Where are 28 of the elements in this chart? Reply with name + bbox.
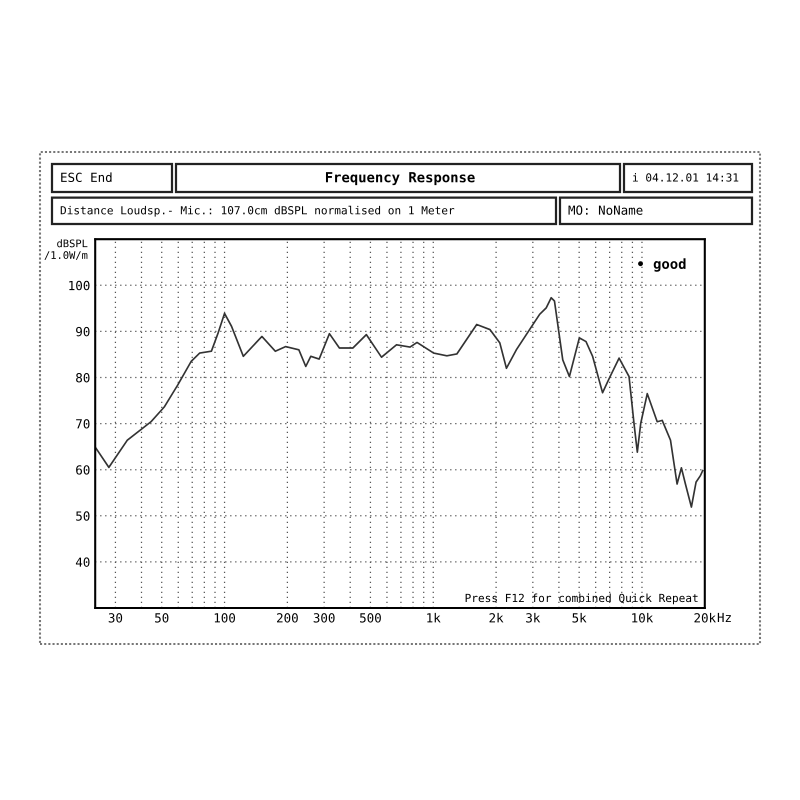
y-axis-title: dBSPL /1.0W/m xyxy=(44,239,88,260)
y-tick-label: 50 xyxy=(76,511,90,521)
x-tick-label: 500 xyxy=(360,613,381,623)
x-tick-label: 20k xyxy=(694,612,716,623)
y-tick-label: 60 xyxy=(76,465,90,475)
y-tick-label: 40 xyxy=(76,557,90,567)
x-tick-label: 50 xyxy=(155,613,168,623)
y-tick-label: 100 xyxy=(69,280,90,290)
text: MO: NoName xyxy=(568,205,643,215)
text: i 04.12.01 14:31 xyxy=(632,173,738,182)
x-tick-label: 30 xyxy=(108,613,122,623)
annotation: Press F12 for combined Quick Repeat xyxy=(466,594,698,604)
x-tick-label: 100 xyxy=(214,613,236,623)
x-tick-label: 5k xyxy=(572,612,586,623)
x-tick-label: 300 xyxy=(314,613,335,623)
chart-title: Frequency Response xyxy=(326,172,475,186)
x-tick-label: 2k xyxy=(489,612,504,622)
annotation: • good xyxy=(638,258,686,272)
y-tick-label: 70 xyxy=(76,419,90,429)
y-tick-label: 90 xyxy=(76,326,90,336)
y-tick-label: 80 xyxy=(76,373,90,382)
text: ESC End xyxy=(61,172,112,182)
x-tick-label: 10k xyxy=(632,612,654,623)
x-axis-title: Hz xyxy=(718,612,731,622)
x-tick-label: 200 xyxy=(277,613,298,623)
x-tick-label: 1k xyxy=(427,612,441,622)
text: Distance Loudsp.- Mic.: 107.0cm dBSPL normalised on 1 Meter xyxy=(60,206,454,217)
x-tick-label: 3k xyxy=(526,612,540,623)
